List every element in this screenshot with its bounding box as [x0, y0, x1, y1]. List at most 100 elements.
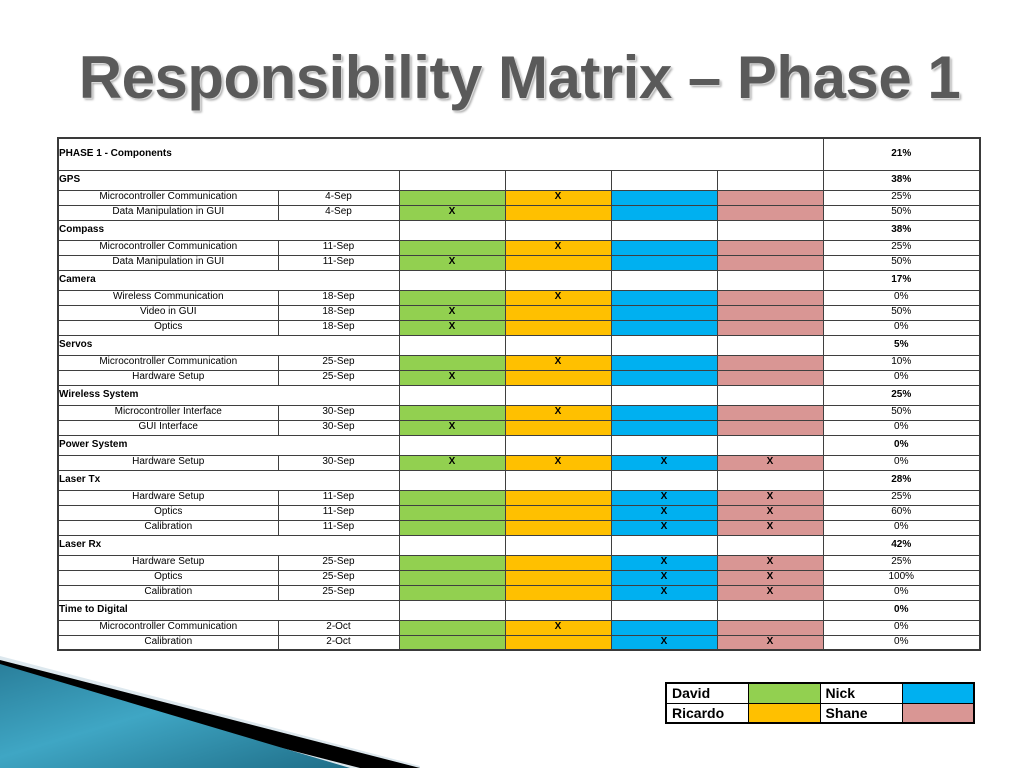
assignment-cell-david[interactable]: [398, 584, 506, 601]
task-row[interactable]: Microcontroller Communication 4-Sep X 25%: [57, 189, 981, 206]
assignment-cell-shane[interactable]: X: [716, 504, 824, 521]
assignment-cell-david[interactable]: [398, 404, 506, 421]
assignment-cell-shane[interactable]: [716, 239, 824, 256]
assignment-cell-nick[interactable]: [610, 404, 718, 421]
assignment-cell-ricardo[interactable]: [504, 254, 612, 271]
assignment-cell-nick[interactable]: [610, 419, 718, 436]
assignment-cell-david[interactable]: [398, 239, 506, 256]
assignment-cell-david[interactable]: [398, 519, 506, 536]
assignment-cell-ricardo[interactable]: [504, 489, 612, 506]
assignment-cell-david[interactable]: [398, 619, 506, 636]
assignment-cell-nick[interactable]: X: [610, 584, 718, 601]
task-row[interactable]: Microcontroller Interface 30-Sep X 50%: [57, 404, 981, 421]
assignment-cell-nick[interactable]: [610, 204, 718, 221]
assignment-cell-david[interactable]: X: [398, 419, 506, 436]
assignment-cell-nick[interactable]: X: [610, 489, 718, 506]
assignment-cell-shane[interactable]: [716, 189, 824, 206]
assignment-cell-david[interactable]: [398, 554, 506, 571]
assignment-cell-shane[interactable]: X: [716, 554, 824, 571]
task-row[interactable]: Data Manipulation in GUI 4-Sep X 50%: [57, 204, 981, 221]
assignment-cell-david[interactable]: X: [398, 304, 506, 321]
assignment-cell-david[interactable]: [398, 354, 506, 371]
assignment-cell-ricardo[interactable]: [504, 634, 612, 651]
assignment-cell-shane[interactable]: [716, 369, 824, 386]
assignment-cell-ricardo[interactable]: X: [504, 289, 612, 306]
assignment-cell-nick[interactable]: X: [610, 554, 718, 571]
assignment-cell-ricardo[interactable]: X: [504, 454, 612, 471]
task-row[interactable]: Calibration 2-Oct X X 0%: [57, 634, 981, 651]
assignment-cell-david[interactable]: X: [398, 454, 506, 471]
assignment-cell-david[interactable]: [398, 189, 506, 206]
assignment-cell-nick[interactable]: X: [610, 519, 718, 536]
assignment-cell-nick[interactable]: [610, 239, 718, 256]
assignment-cell-david[interactable]: X: [398, 254, 506, 271]
assignment-cell-nick[interactable]: [610, 304, 718, 321]
assignment-cell-shane[interactable]: X: [716, 454, 824, 471]
assignment-cell-shane[interactable]: X: [716, 569, 824, 586]
assignment-cell-shane[interactable]: X: [716, 519, 824, 536]
assignment-cell-nick[interactable]: [610, 319, 718, 336]
assignment-cell-nick[interactable]: [610, 254, 718, 271]
assignment-cell-ricardo[interactable]: [504, 584, 612, 601]
assignment-cell-david[interactable]: X: [398, 319, 506, 336]
task-row[interactable]: Calibration 11-Sep X X 0%: [57, 519, 981, 536]
assignment-cell-david[interactable]: [398, 289, 506, 306]
task-row[interactable]: Optics 25-Sep X X 100%: [57, 569, 981, 586]
task-row[interactable]: Hardware Setup 30-Sep X X X X 0%: [57, 454, 981, 471]
task-row[interactable]: GUI Interface 30-Sep X 0%: [57, 419, 981, 436]
assignment-cell-ricardo[interactable]: [504, 569, 612, 586]
assignment-cell-shane[interactable]: [716, 404, 824, 421]
assignment-cell-shane[interactable]: [716, 204, 824, 221]
assignment-cell-nick[interactable]: X: [610, 504, 718, 521]
assignment-cell-ricardo[interactable]: X: [504, 239, 612, 256]
assignment-cell-ricardo[interactable]: [504, 504, 612, 521]
assignment-cell-ricardo[interactable]: [504, 319, 612, 336]
assignment-cell-nick[interactable]: [610, 369, 718, 386]
assignment-cell-nick[interactable]: [610, 619, 718, 636]
assignment-cell-shane[interactable]: X: [716, 584, 824, 601]
assignment-cell-shane[interactable]: [716, 354, 824, 371]
assignment-cell-nick[interactable]: [610, 189, 718, 206]
assignment-cell-david[interactable]: [398, 504, 506, 521]
task-row[interactable]: Microcontroller Communication 11-Sep X 25%: [57, 239, 981, 256]
assignment-cell-ricardo[interactable]: [504, 369, 612, 386]
task-row[interactable]: Microcontroller Communication 2-Oct X 0%: [57, 619, 981, 636]
assignment-cell-nick[interactable]: X: [610, 569, 718, 586]
task-row[interactable]: Hardware Setup 25-Sep X 0%: [57, 369, 981, 386]
assignment-cell-shane[interactable]: X: [716, 489, 824, 506]
assignment-cell-ricardo[interactable]: [504, 204, 612, 221]
assignment-cell-nick[interactable]: [610, 289, 718, 306]
task-row[interactable]: Hardware Setup 25-Sep X X 25%: [57, 554, 981, 571]
task-row[interactable]: Hardware Setup 11-Sep X X 25%: [57, 489, 981, 506]
assignment-cell-david[interactable]: X: [398, 204, 506, 221]
assignment-cell-shane[interactable]: X: [716, 634, 824, 651]
assignment-cell-david[interactable]: [398, 489, 506, 506]
assignment-cell-shane[interactable]: [716, 319, 824, 336]
assignment-cell-nick[interactable]: X: [610, 634, 718, 651]
assignment-cell-ricardo[interactable]: [504, 554, 612, 571]
assignment-cell-shane[interactable]: [716, 419, 824, 436]
assignment-cell-nick[interactable]: [610, 354, 718, 371]
assignment-cell-david[interactable]: [398, 634, 506, 651]
assignment-cell-ricardo[interactable]: [504, 304, 612, 321]
assignment-cell-ricardo[interactable]: X: [504, 619, 612, 636]
assignment-cell-shane[interactable]: [716, 289, 824, 306]
task-row[interactable]: Optics 11-Sep X X 60%: [57, 504, 981, 521]
assignment-cell-shane[interactable]: [716, 619, 824, 636]
task-row[interactable]: Microcontroller Communication 25-Sep X 10%: [57, 354, 981, 371]
assignment-cell-nick[interactable]: X: [610, 454, 718, 471]
assignment-cell-ricardo[interactable]: X: [504, 404, 612, 421]
assignment-cell-david[interactable]: [398, 569, 506, 586]
task-row[interactable]: Data Manipulation in GUI 11-Sep X 50%: [57, 254, 981, 271]
assignment-cell-ricardo[interactable]: X: [504, 354, 612, 371]
task-row[interactable]: Calibration 25-Sep X X 0%: [57, 584, 981, 601]
assignment-cell-shane[interactable]: [716, 254, 824, 271]
assignment-cell-ricardo[interactable]: [504, 519, 612, 536]
task-row[interactable]: Video in GUI 18-Sep X 50%: [57, 304, 981, 321]
assignment-cell-ricardo[interactable]: X: [504, 189, 612, 206]
task-row[interactable]: Optics 18-Sep X 0%: [57, 319, 981, 336]
assignment-cell-ricardo[interactable]: [504, 419, 612, 436]
task-row[interactable]: Wireless Communication 18-Sep X 0%: [57, 289, 981, 306]
assignment-cell-shane[interactable]: [716, 304, 824, 321]
assignment-cell-david[interactable]: X: [398, 369, 506, 386]
